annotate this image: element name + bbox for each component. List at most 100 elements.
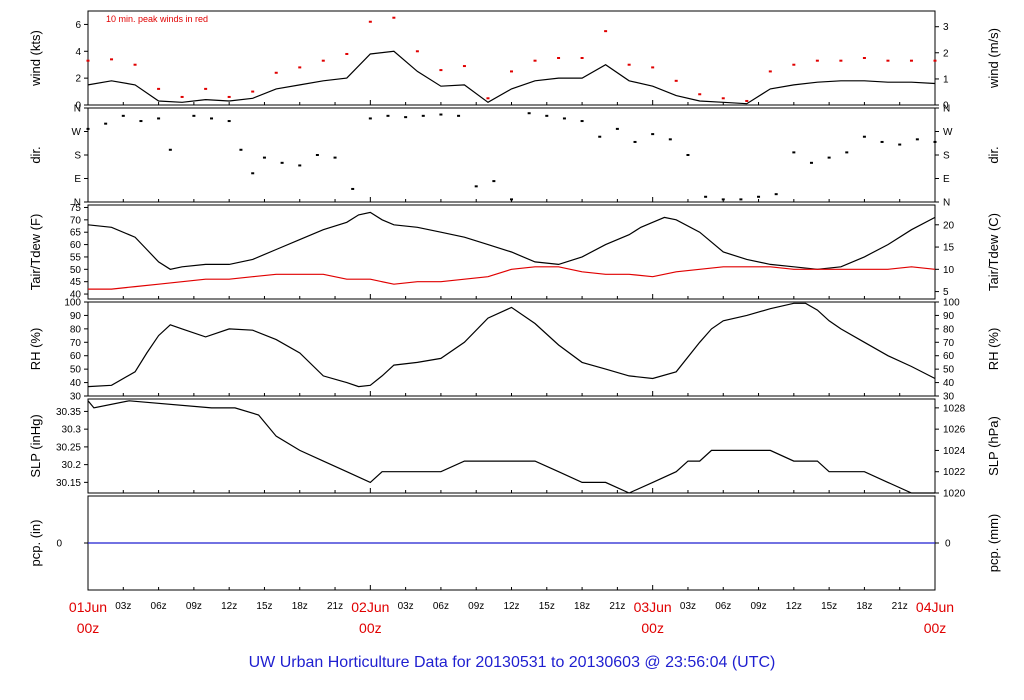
dir-point <box>580 120 584 123</box>
wind-point <box>909 59 913 62</box>
x-hour-label: 03z <box>398 601 414 612</box>
wind-point <box>368 20 372 23</box>
x-hour-label: 21z <box>892 601 908 612</box>
wind-point <box>157 87 161 90</box>
rh-ytick-label-right: 90 <box>943 311 955 322</box>
rh-ylabel-right: RH (%) <box>986 328 1001 371</box>
wind-point <box>133 63 137 66</box>
wind-point <box>768 70 772 73</box>
rh-ytick-label-right: 40 <box>943 378 955 389</box>
wind-point <box>321 59 325 62</box>
dir-point <box>862 135 866 138</box>
rh-ytick-label-left: 90 <box>70 311 82 322</box>
dir-point <box>439 113 443 116</box>
rh-ytick-label-right: 60 <box>943 351 955 362</box>
x-hour-label: 09z <box>186 601 202 612</box>
x-day-label: 02Jun <box>351 599 389 615</box>
wind-point <box>557 57 561 59</box>
wind-point <box>274 71 278 74</box>
dir-point <box>86 127 90 130</box>
slp-ylabel-right: SLP (hPa) <box>986 416 1001 476</box>
wind-point <box>486 97 490 100</box>
temp-ytick-label-left: 50 <box>70 265 82 276</box>
wind-point <box>651 66 655 69</box>
wind-point <box>933 59 937 62</box>
rh-ytick-label-right: 80 <box>943 324 955 335</box>
wind-series-10-min-peak-winds-in-red <box>86 16 937 102</box>
slp-line <box>87 400 935 494</box>
slp-ytick-label-right: 1024 <box>943 446 966 457</box>
x-hour-label: 03z <box>115 601 131 612</box>
pcp-ylabel-left: pcp. (in) <box>28 520 43 567</box>
wind-point <box>792 63 796 66</box>
dir-ytick-label-left: E <box>74 174 81 185</box>
dir-point <box>239 148 243 151</box>
dir-ytick-label-left: S <box>74 151 81 162</box>
dir-point <box>262 156 266 159</box>
rh-frame <box>87 301 936 397</box>
dir-point <box>774 193 778 196</box>
chart-footer: UW Urban Horticulture Data for 20130531 … <box>249 654 776 671</box>
x-day-time-label: 00z <box>924 620 947 636</box>
wind-frame <box>87 10 936 106</box>
x-hour-label: 21z <box>327 601 343 612</box>
pcp-ytick-label-left: 0 <box>56 539 62 550</box>
dir-ylabel-left: dir. <box>28 146 43 163</box>
temp-ytick-label-left: 45 <box>70 277 82 288</box>
x-day-time-label: 00z <box>641 620 664 636</box>
temp-ytick-label-right: 20 <box>943 220 955 231</box>
dir-point <box>704 195 708 198</box>
rh-ytick-label-left: 50 <box>70 365 82 376</box>
temp-ytick-label-left: 75 <box>70 203 82 214</box>
rh-ytick-label-right: 100 <box>943 298 960 309</box>
wind-ytick-label-right: 0 <box>943 101 949 112</box>
rh-ylabel-left: RH (%) <box>28 328 43 371</box>
panel-temp <box>84 204 939 300</box>
dir-point <box>386 114 390 117</box>
temp-ytick-label-left: 65 <box>70 228 82 239</box>
slp-ytick-label-right: 1028 <box>943 403 966 414</box>
wind-series-wind <box>87 50 936 105</box>
dir-ytick-label-right: S <box>943 151 950 162</box>
dir-point <box>192 114 196 117</box>
dir-point <box>298 164 302 167</box>
wind-point <box>886 59 890 62</box>
x-hour-label: 09z <box>750 601 766 612</box>
x-hour-label: 06z <box>433 601 449 612</box>
wind-point <box>392 16 396 19</box>
rh-line <box>87 302 936 388</box>
panel-pcp <box>84 495 939 591</box>
dir-point <box>668 138 672 141</box>
x-hour-label: 18z <box>574 601 590 612</box>
slp-ylabel-left: SLP (inHg) <box>28 414 43 477</box>
wind-point <box>721 97 725 100</box>
dir-point <box>492 180 496 183</box>
rh-ytick-label-left: 30 <box>70 392 82 403</box>
x-hour-label: 12z <box>503 601 519 612</box>
wind-point <box>674 79 678 82</box>
dir-ytick-label-right: E <box>943 174 950 185</box>
dir-point <box>809 161 813 164</box>
dir-point <box>562 117 566 120</box>
temp-ytick-label-left: 60 <box>70 240 82 251</box>
dir-ytick-label-right: N <box>943 104 950 115</box>
x-hour-label: 06z <box>151 601 167 612</box>
slp-frame <box>87 398 936 494</box>
wind-point <box>745 99 749 102</box>
wind-ytick-label-left: 4 <box>75 47 81 58</box>
temp-ylabel-right: Tair/Tdew (C) <box>986 213 1001 291</box>
temp-ytick-label-right: 10 <box>943 265 955 276</box>
x-day-label: 03Jun <box>634 599 672 615</box>
dir-point <box>757 195 761 198</box>
dir-point <box>210 117 214 120</box>
dir-point <box>933 140 937 143</box>
peak-winds-note: 10 min. peak winds in red <box>106 14 208 24</box>
wind-point <box>510 70 513 73</box>
x-hour-label: 18z <box>856 601 872 612</box>
dir-point <box>251 172 255 175</box>
temp-ytick-label-left: 40 <box>70 290 82 301</box>
x-hour-label: 12z <box>786 601 802 612</box>
temp-ytick-label-right: 15 <box>943 243 955 254</box>
slp-ytick-label-right: 1022 <box>943 467 966 478</box>
dir-ytick-label-left: W <box>72 127 82 138</box>
